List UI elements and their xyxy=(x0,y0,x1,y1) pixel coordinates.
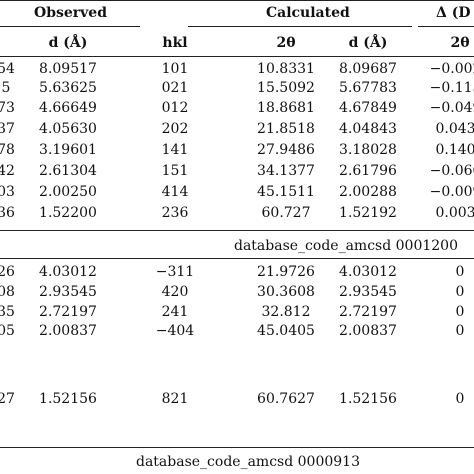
table-cell: 4.03012 xyxy=(339,264,397,280)
table-cell: 34.1377 xyxy=(257,163,315,179)
table-cell: 60.727 xyxy=(261,205,311,221)
table-cell: 21.8518 xyxy=(257,121,315,137)
table-cell: 0.1408 xyxy=(435,142,474,158)
header-calculated: Calculated xyxy=(266,5,350,21)
table-cell: 4.66649 xyxy=(39,100,97,116)
table-cell: 414 xyxy=(161,184,189,200)
table-cell: 1.52200 xyxy=(39,205,97,221)
table-cell: 45.0405 xyxy=(257,323,315,339)
table-cell: 4.67849 xyxy=(339,100,397,116)
block1-database-label: database_code_amcsd 0001200 xyxy=(234,238,458,254)
table-cell: 42 xyxy=(0,163,15,179)
table-cell: 021 xyxy=(161,80,189,96)
table-cell: −0.0093 xyxy=(429,184,474,200)
table-cell: 1.52156 xyxy=(39,391,97,407)
table-cell: 2.93545 xyxy=(39,284,97,300)
table-cell: 0.0431 xyxy=(435,121,474,137)
table-cell: 26 xyxy=(0,264,15,280)
table-cell: −0.0665 xyxy=(429,163,474,179)
subheader-hkl: hkl xyxy=(162,35,188,51)
table-cell: 5.67783 xyxy=(339,80,397,96)
table-cell: −311 xyxy=(155,264,195,280)
header-observed: Observed xyxy=(34,5,107,21)
table-cell: 8.09687 xyxy=(339,61,397,77)
table-cell: 0.0034 xyxy=(435,205,474,221)
table-cell: 2.00837 xyxy=(39,323,97,339)
table-cell: 0 xyxy=(455,284,465,300)
table-cell: 10.8331 xyxy=(257,61,315,77)
table-cell: 420 xyxy=(161,284,189,300)
header-underline-calculated xyxy=(188,26,412,27)
table-cell: 3.18028 xyxy=(339,142,397,158)
header-underline-delta xyxy=(418,26,474,27)
subheader-observed-d: d (Å) xyxy=(48,35,88,51)
table-cell: 08 xyxy=(0,284,15,300)
table-cell: 241 xyxy=(161,304,189,320)
table-cell: −404 xyxy=(155,323,195,339)
table-cell: 21.9726 xyxy=(257,264,315,280)
table-cell: 15.5092 xyxy=(257,80,315,96)
header-bottom-rule xyxy=(0,56,474,57)
table-cell: 60.7627 xyxy=(257,391,315,407)
table-cell: 4.04843 xyxy=(339,121,397,137)
table-cell: 35 xyxy=(0,304,15,320)
table-cell: 1.52156 xyxy=(339,391,397,407)
table-cell: −0.0491 xyxy=(429,100,474,116)
table-cell: 5 xyxy=(1,80,11,96)
table-cell: 2.61796 xyxy=(339,163,397,179)
table-cell: 012 xyxy=(161,100,189,116)
table-cell: 4.03012 xyxy=(39,264,97,280)
table-cell: 18.8681 xyxy=(257,100,315,116)
table-cell: 8.09517 xyxy=(39,61,97,77)
table-cell: 2.00288 xyxy=(339,184,397,200)
table-cell: 202 xyxy=(161,121,189,137)
table-cell: 78 xyxy=(0,142,15,158)
table-cell: −0.1153 xyxy=(429,80,474,96)
table-cell: 101 xyxy=(161,61,189,77)
table-cell: 141 xyxy=(161,142,189,158)
table-cell: 2.61304 xyxy=(39,163,97,179)
block1-label-rule xyxy=(0,258,474,259)
table-cell: 151 xyxy=(161,163,189,179)
table-cell: 03 xyxy=(0,184,15,200)
block1-divider xyxy=(0,230,474,231)
subheader-calculated-2theta: 2θ xyxy=(276,35,296,51)
table-cell: 27 xyxy=(0,391,15,407)
table-cell: 2.72197 xyxy=(339,304,397,320)
table-cell: 32.812 xyxy=(261,304,311,320)
table-cell: 1.52192 xyxy=(339,205,397,221)
table-cell: 4.05630 xyxy=(39,121,97,137)
table-cell: 27.9486 xyxy=(257,142,315,158)
block2-divider xyxy=(0,447,474,448)
table-cell: 37 xyxy=(0,121,15,137)
table-cell: 0 xyxy=(455,391,465,407)
table-cell: 2.00250 xyxy=(39,184,97,200)
table-cell: 36 xyxy=(0,205,15,221)
table-cell: 0 xyxy=(455,304,465,320)
table-cell: 73 xyxy=(0,100,15,116)
table-cell: 45.1511 xyxy=(257,184,315,200)
top-rule xyxy=(0,0,474,1)
subheader-calculated-d: d (Å) xyxy=(348,35,388,51)
table-cell: 236 xyxy=(161,205,189,221)
table-cell: 54 xyxy=(0,61,15,77)
table-cell: 30.3608 xyxy=(257,284,315,300)
table-cell: 821 xyxy=(161,391,189,407)
table-cell: 0 xyxy=(455,264,465,280)
subheader-delta-2theta: 2θ xyxy=(450,35,470,51)
table-cell: 2.93545 xyxy=(339,284,397,300)
table-cell: 3.19601 xyxy=(39,142,97,158)
table-cell: 2.00837 xyxy=(339,323,397,339)
header-underline-observed xyxy=(0,26,140,27)
block2-database-label: database_code_amcsd 0000913 xyxy=(136,454,360,470)
table-cell: 2.72197 xyxy=(39,304,97,320)
table-cell: 05 xyxy=(0,323,15,339)
table-cell: 0 xyxy=(455,323,465,339)
table-cell: 5.63625 xyxy=(39,80,97,96)
header-delta: Δ (D xyxy=(436,5,471,21)
